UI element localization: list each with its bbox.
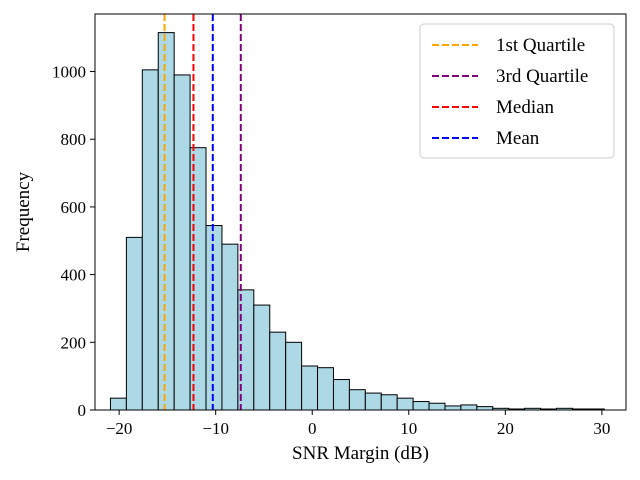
histogram-bar: [269, 331, 287, 411]
x-tick-label: 10: [400, 419, 417, 438]
y-tick-label: 400: [61, 266, 87, 285]
histogram-bar: [444, 405, 462, 411]
x-tick-label: 20: [497, 419, 514, 438]
histogram-bar: [109, 397, 127, 411]
y-tick-label: 200: [61, 333, 87, 352]
legend-box: [419, 23, 615, 159]
x-tick-label: 0: [308, 419, 317, 438]
y-ticks: 0 200 400 600 800 1000: [52, 63, 95, 420]
vlines-group: [163, 14, 242, 410]
histogram-bar: [364, 392, 382, 411]
x-tick-label: −20: [106, 419, 133, 438]
y-tick-label: 1000: [52, 63, 86, 82]
x-ticks: −20 −10 0 10 20 30: [106, 410, 610, 438]
x-axis-label: SNR Margin (dB): [292, 443, 429, 464]
legend-entry-label: 1st Quartile: [496, 35, 585, 56]
x-tick-label: −10: [202, 419, 229, 438]
histogram-bar: [348, 389, 366, 411]
y-tick-label: 0: [78, 401, 87, 420]
histogram-bar: [285, 341, 303, 411]
histogram-bar: [317, 367, 334, 411]
y-tick-label: 600: [61, 198, 87, 217]
histogram-bar: [173, 74, 191, 411]
y-axis-label: Frequency: [13, 171, 34, 252]
histogram-bar: [301, 365, 319, 411]
legend-entry-label: 3rd Quartile: [496, 66, 588, 87]
histogram-bar: [476, 406, 494, 411]
histogram-bar: [460, 404, 478, 411]
histogram-bar: [221, 243, 239, 411]
y-tick-label: 800: [61, 130, 87, 149]
histogram-bar: [332, 379, 350, 411]
histogram-bar: [253, 304, 271, 411]
histogram-bar: [205, 225, 223, 411]
legend-entry-label: Median: [496, 97, 555, 118]
histogram-bar: [380, 394, 398, 411]
axes-frame: [94, 13, 627, 411]
histogram-bar: [396, 397, 414, 411]
x-tick-label: 30: [593, 419, 610, 438]
histogram-bar: [412, 401, 430, 411]
legend-entry-label: Mean: [496, 128, 540, 149]
histogram-bar: [428, 402, 446, 411]
histogram-bar: [157, 32, 175, 411]
legend: 1st Quartile 3rd Quartile Median Mean: [419, 23, 615, 159]
histogram-bar: [141, 69, 159, 411]
bars-group: [109, 32, 605, 411]
histogram-bar: [125, 236, 143, 411]
